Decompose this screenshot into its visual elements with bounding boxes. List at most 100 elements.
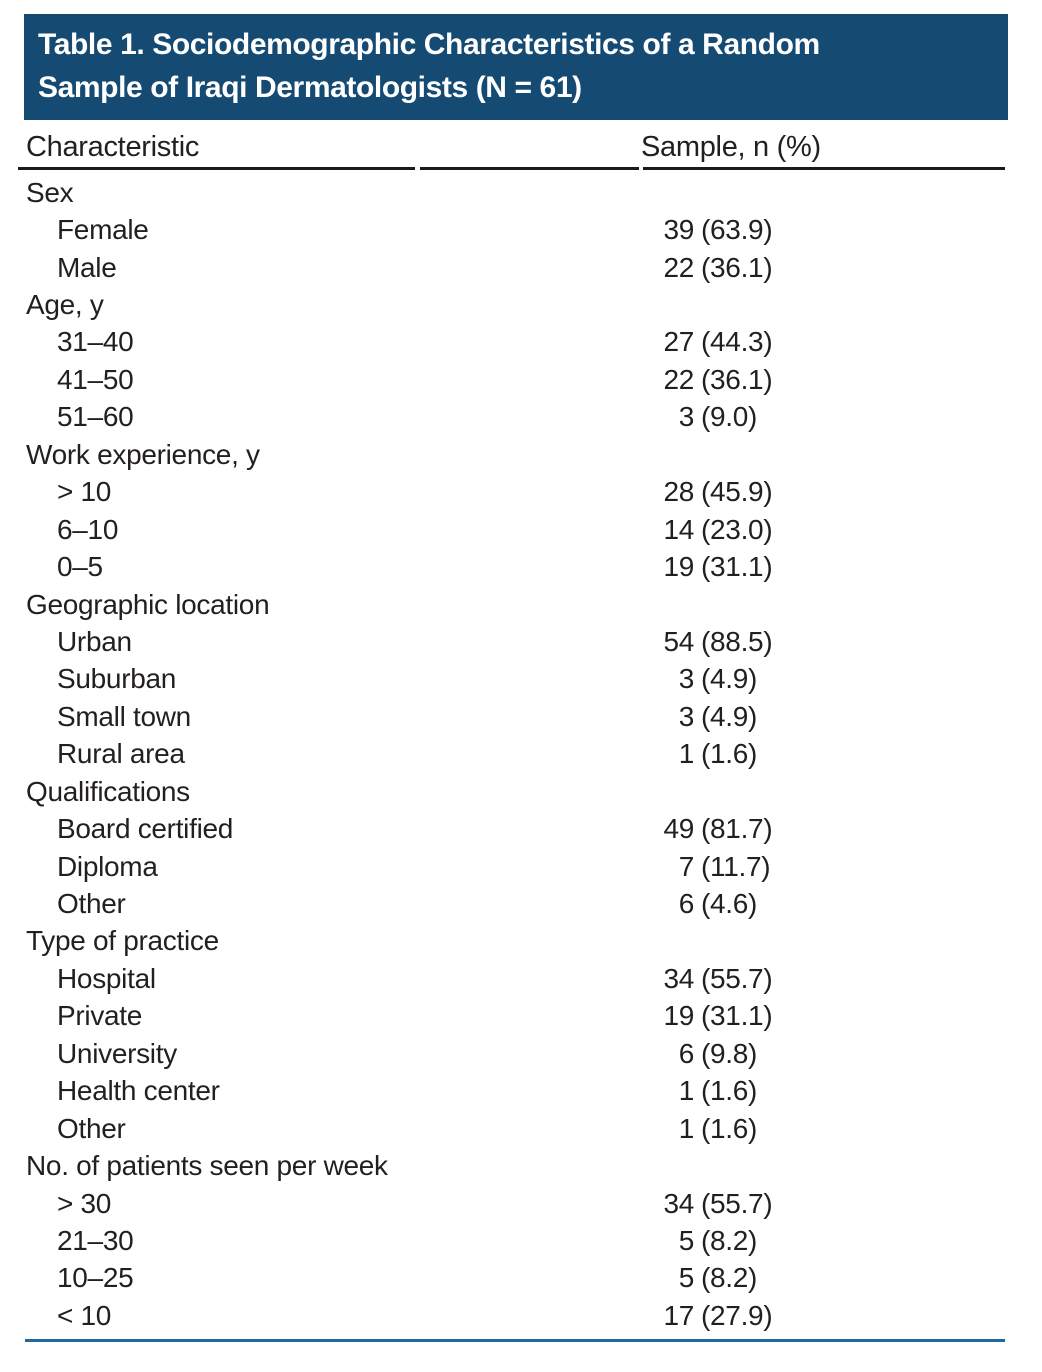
table-row: Hospital 34 (55.7) <box>0 960 1042 997</box>
row-label: Suburban <box>57 663 177 695</box>
row-label: 10–25 <box>57 1262 134 1294</box>
row-value: 5 (8.2) <box>658 1222 758 1259</box>
row-label: Sex <box>26 176 74 208</box>
row-value: 5 (8.2) <box>658 1260 758 1297</box>
row-value: 34 (55.7) <box>658 960 772 997</box>
table-row: Qualifications <box>0 773 1042 810</box>
row-label: > 30 <box>57 1187 112 1219</box>
row-value-n: 54 <box>663 625 694 657</box>
table-row: Sex <box>0 174 1042 211</box>
table-row: Female 39 (63.9) <box>0 211 1042 248</box>
row-value-n: 1 <box>678 1112 695 1144</box>
table-row: 10–25 5 (8.2) <box>0 1260 1042 1297</box>
row-value-n: 5 <box>678 1262 695 1294</box>
row-value-n: 17 <box>663 1299 694 1331</box>
row-value: 7 (11.7) <box>658 848 771 885</box>
row-value-pct: (55.7) <box>701 962 773 994</box>
table-row: Private 19 (31.1) <box>0 998 1042 1035</box>
row-label: Male <box>57 251 117 283</box>
row-label: Other <box>57 1112 126 1144</box>
table-row: Other 1 (1.6) <box>0 1110 1042 1147</box>
table-row: Urban 54 (88.5) <box>0 623 1042 660</box>
row-value: 49 (81.7) <box>658 810 772 847</box>
row-label: 51–60 <box>57 401 134 433</box>
table-row: Age, y <box>0 286 1042 323</box>
row-label: 31–40 <box>57 326 134 358</box>
row-value-n: 22 <box>663 251 694 283</box>
table-bottom-rule <box>25 1339 1005 1342</box>
row-value-pct: (4.9) <box>701 700 758 732</box>
row-value-pct: (1.6) <box>701 738 758 770</box>
table-row: > 10 28 (45.9) <box>0 474 1042 511</box>
row-value: 1 (1.6) <box>658 1110 758 1147</box>
table-row: < 10 17 (27.9) <box>0 1297 1042 1334</box>
row-value-n: 3 <box>678 401 695 433</box>
row-label: Diploma <box>57 850 158 882</box>
row-value-pct: (9.8) <box>701 1037 758 1069</box>
table-row: Male 22 (36.1) <box>0 249 1042 286</box>
table-row: 0–5 19 (31.1) <box>0 548 1042 585</box>
row-value-pct: (81.7) <box>701 813 773 845</box>
row-value-pct: (36.1) <box>701 363 773 395</box>
row-value-n: 19 <box>663 551 694 583</box>
row-value: 39 (63.9) <box>658 211 772 248</box>
table-row: > 30 34 (55.7) <box>0 1185 1042 1222</box>
row-label: Urban <box>57 625 132 657</box>
row-value-n: 3 <box>678 700 695 732</box>
row-value-n: 39 <box>663 214 694 246</box>
row-value-n: 49 <box>663 813 694 845</box>
row-label: University <box>57 1037 177 1069</box>
row-label: 41–50 <box>57 363 134 395</box>
row-value: 3 (9.0) <box>658 399 758 436</box>
row-label: Rural area <box>57 738 185 770</box>
row-label: Board certified <box>57 813 234 845</box>
row-value-n: 1 <box>678 1075 695 1107</box>
row-value-n: 1 <box>678 738 695 770</box>
row-label: 6–10 <box>57 513 119 545</box>
row-label: > 10 <box>57 476 112 508</box>
row-label: Qualifications <box>26 775 190 807</box>
row-value: 1 (1.6) <box>658 1073 758 1110</box>
row-label: Geographic location <box>26 588 270 620</box>
table-row: 6–10 14 (23.0) <box>0 511 1042 548</box>
row-label: < 10 <box>57 1299 112 1331</box>
row-value-pct: (31.1) <box>701 1000 773 1032</box>
row-value-pct: (45.9) <box>701 476 773 508</box>
row-value: 1 (1.6) <box>658 736 758 773</box>
row-value-n: 6 <box>678 1037 695 1069</box>
column-header-characteristic: Characteristic <box>26 131 200 163</box>
row-label: Other <box>57 888 126 920</box>
row-value-pct: (27.9) <box>701 1299 773 1331</box>
header-rule-segment-left <box>18 167 415 170</box>
table-row: Other 6 (4.6) <box>0 885 1042 922</box>
row-value: 6 (4.6) <box>658 885 758 922</box>
row-value: 27 (44.3) <box>658 324 772 361</box>
table-row: Diploma 7 (11.7) <box>0 848 1042 885</box>
table-body: Sex Female 39 (63.9) Male 22 (36.1) Age, y… <box>0 174 1042 1335</box>
table-row: Type of practice <box>0 923 1042 960</box>
row-value-pct: (36.1) <box>701 251 773 283</box>
row-value-pct: (31.1) <box>701 551 773 583</box>
row-value-n: 27 <box>663 326 694 358</box>
table-title-band: Table 1. Sociodemographic Characteristic… <box>24 14 1008 120</box>
table-row: No. of patients seen per week <box>0 1147 1042 1184</box>
row-label: Health center <box>57 1075 220 1107</box>
row-value: 14 (23.0) <box>658 511 772 548</box>
row-label: Work experience, y <box>26 438 260 470</box>
row-value-pct: (55.7) <box>701 1187 773 1219</box>
row-value-pct: (1.6) <box>701 1075 758 1107</box>
table-title-line-2: Sample of Iraqi Dermatologists (N = 61) <box>38 71 582 104</box>
row-value-n: 34 <box>663 1187 694 1219</box>
table-row: 21–30 5 (8.2) <box>0 1222 1042 1259</box>
row-value-pct: (11.7) <box>701 850 771 882</box>
row-value-pct: (88.5) <box>701 625 773 657</box>
table-row: Health center 1 (1.6) <box>0 1073 1042 1110</box>
column-header-sample: Sample, n (%) <box>641 131 821 163</box>
row-value: 54 (88.5) <box>658 623 772 660</box>
table-row: Geographic location <box>0 586 1042 623</box>
row-value-pct: (23.0) <box>701 513 773 545</box>
row-value: 19 (31.1) <box>658 548 772 585</box>
table-row: 41–50 22 (36.1) <box>0 361 1042 398</box>
row-value-pct: (9.0) <box>701 401 758 433</box>
row-value-pct: (8.2) <box>701 1262 758 1294</box>
